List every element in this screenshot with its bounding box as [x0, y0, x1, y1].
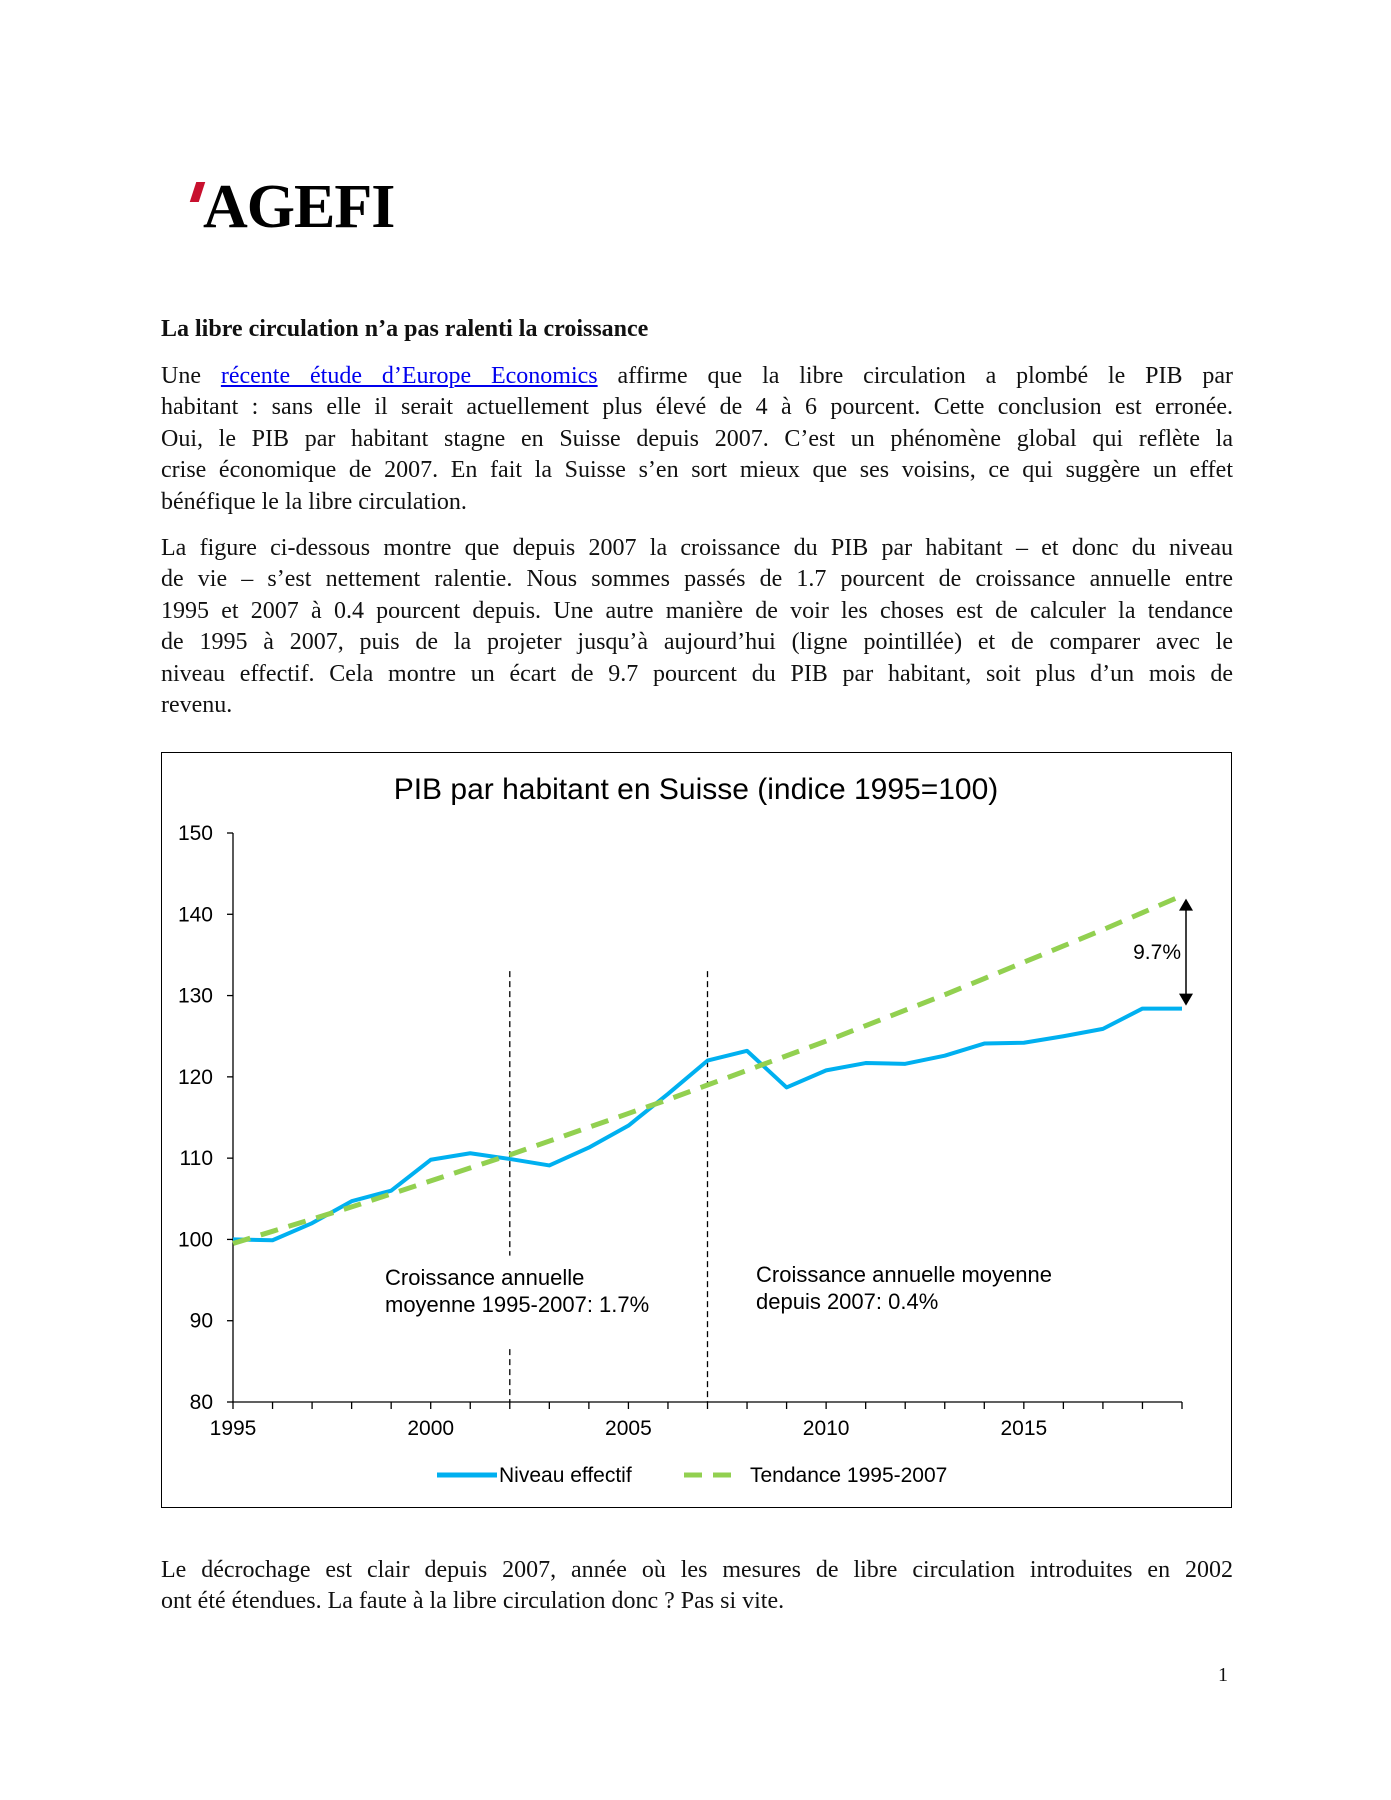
- paragraph-line: de vie – s’est nettement ralentie. Nous …: [161, 566, 1233, 593]
- y-tick-label: 100: [178, 1228, 213, 1251]
- logo-text: AGEFI: [203, 173, 395, 241]
- paragraph-line: Une récente étude d’Europe Economics aff…: [161, 361, 1233, 392]
- article-heading: La libre circulation n’a pas ralenti la …: [161, 316, 649, 342]
- paragraph-line: crise économique de 2007. En fait la Sui…: [161, 457, 1233, 484]
- paragraph-1: Une récente étude d’Europe Economics aff…: [161, 361, 1233, 518]
- annotation-growth-since-2007: Croissance annuelle moyenne: [756, 1262, 1052, 1287]
- page-number: 1: [1218, 1664, 1228, 1686]
- annotation-growth-since-2007: depuis 2007: 0.4%: [756, 1289, 938, 1314]
- legend-label-actual: Niveau effectif: [499, 1464, 632, 1487]
- chart-frame: [161, 752, 1232, 1508]
- chart-title: PIB par habitant en Suisse (indice 1995=…: [394, 773, 999, 806]
- arrow-head-down: [1179, 993, 1193, 1006]
- arrow-head-up: [1179, 898, 1193, 911]
- paragraph-line: bénéfique le la libre circulation.: [161, 488, 467, 515]
- annotation-growth-1995-2007: Croissance annuelle: [385, 1265, 584, 1290]
- y-tick-label: 150: [178, 822, 213, 845]
- paragraph-line: niveau effectif. Cela montre un écart de…: [161, 660, 1233, 687]
- x-tick-label: 2005: [605, 1417, 652, 1440]
- y-tick-label: 90: [190, 1310, 213, 1333]
- gap-label: 9.7%: [1133, 941, 1181, 964]
- legend-label-trend: Tendance 1995-2007: [750, 1464, 947, 1487]
- x-tick-label: 1995: [210, 1417, 257, 1440]
- y-tick-label: 130: [178, 985, 213, 1008]
- paragraph-line: Le décrochage est clair depuis 2007, ann…: [161, 1557, 1233, 1583]
- paragraph-3: Le décrochage est clair depuis 2007, ann…: [161, 1555, 1233, 1618]
- paragraph-line: de 1995 à 2007, puis de la projeter jusq…: [161, 629, 1233, 656]
- paragraph-line: La figure ci-dessous montre que depuis 2…: [161, 535, 1233, 561]
- paragraph-line: ont été étendues. La faute à la libre ci…: [161, 1588, 785, 1615]
- y-tick-label: 120: [178, 1066, 213, 1089]
- paragraph-2: La figure ci-dessous montre que depuis 2…: [161, 533, 1233, 721]
- paragraph-line: 1995 et 2007 à 0.4 pourcent depuis. Une …: [161, 597, 1233, 624]
- y-tick-label: 110: [180, 1147, 213, 1170]
- annotation-growth-1995-2007: moyenne 1995-2007: 1.7%: [385, 1292, 649, 1317]
- paragraph-line: revenu.: [161, 692, 233, 719]
- x-tick-label: 2000: [407, 1417, 454, 1440]
- study-link[interactable]: récente étude d’Europe Economics: [220, 363, 598, 389]
- paragraph-line: Oui, le PIB par habitant stagne en Suiss…: [161, 425, 1233, 452]
- x-tick-label: 2010: [803, 1417, 850, 1440]
- x-tick-label: 2015: [1000, 1417, 1047, 1440]
- text-segment: affirme que la libre circulation a plomb…: [597, 363, 1234, 389]
- paragraph-line: habitant : sans elle il serait actuellem…: [161, 394, 1233, 421]
- actual-line: [232, 1006, 1182, 1243]
- y-tick-label: 80: [190, 1391, 213, 1414]
- text-segment: Une: [161, 363, 221, 389]
- y-tick-label: 140: [178, 903, 213, 926]
- agefi-logo: AGEFI: [189, 173, 395, 241]
- trend-line: [232, 893, 1183, 1246]
